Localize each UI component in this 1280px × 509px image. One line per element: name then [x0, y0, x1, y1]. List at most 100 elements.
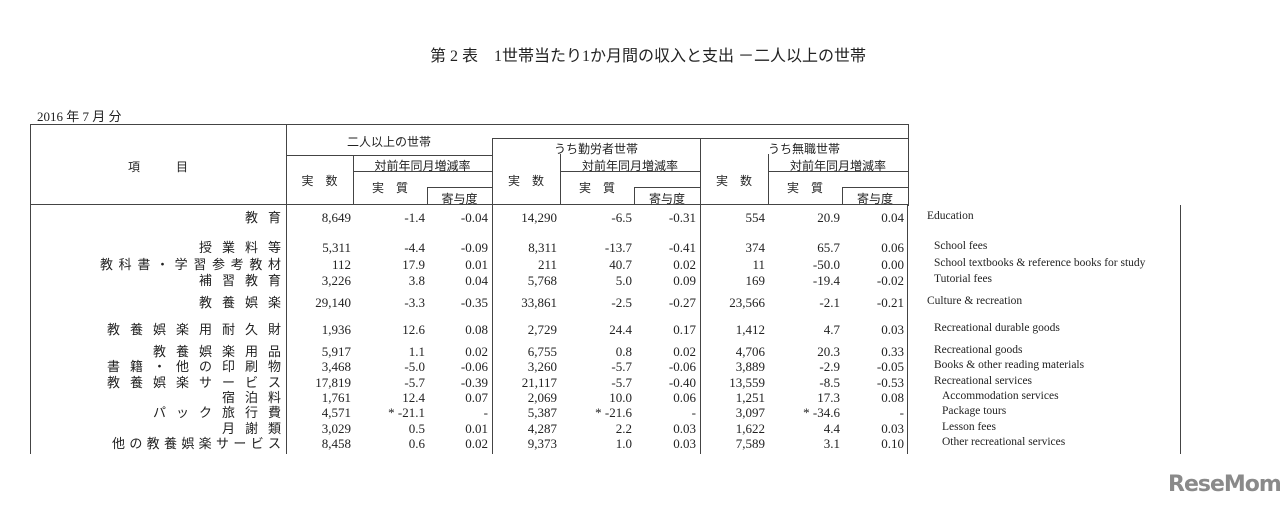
row-label-box: 教育: [88, 210, 281, 225]
cell-value: -50.0: [812, 257, 840, 272]
resemom-logo: ReseMom: [1168, 472, 1280, 497]
cell-value: 0.02: [673, 344, 696, 359]
row-label-box: 教養娯楽用耐久財: [100, 322, 281, 337]
cell-value: 0.02: [465, 344, 488, 359]
cell-value: 1,251: [735, 390, 765, 405]
table-rule: [286, 155, 492, 156]
yoy-header: 対前年同月増減率: [374, 159, 471, 173]
cell-value: -8.5: [819, 375, 840, 390]
row-label-english: Other recreational services: [942, 436, 1066, 448]
cell-value: 0.04: [881, 210, 904, 225]
cell-value: 4,571: [321, 405, 351, 420]
contribution-header: 寄与度: [648, 192, 685, 206]
cell-value: 8,458: [321, 436, 351, 451]
cell-value: -0.40: [668, 375, 696, 390]
row-label: 教養娯楽サービス: [106, 375, 291, 390]
row-label-english: Accommodation services: [942, 390, 1059, 402]
cell-value: 23,566: [729, 295, 765, 310]
cell-value: 1,622: [735, 421, 765, 436]
cell-value: 1,412: [735, 322, 765, 337]
cell-value: 0.02: [465, 436, 488, 451]
row-label-english: Recreational goods: [934, 344, 1023, 356]
actual-header: 実 数: [301, 174, 338, 188]
cell-value: -5.7: [404, 375, 425, 390]
real-header: 実 質: [578, 181, 615, 195]
item-header: 項 目: [127, 160, 188, 174]
cell-value: 10.0: [609, 390, 632, 405]
cell-value: -0.02: [876, 273, 904, 288]
cell-value: 13,559: [729, 375, 765, 390]
cell-value: 0.03: [881, 421, 904, 436]
cell-value: 33,861: [521, 295, 557, 310]
table-rule: [1180, 205, 1181, 454]
cell-value: 0.02: [673, 257, 696, 272]
row-label-english: Tutorial fees: [934, 273, 993, 285]
table-rule: [353, 171, 492, 172]
cell-value: 0.6: [408, 436, 425, 451]
cell-value: 12.6: [402, 322, 425, 337]
cell-value: 11: [752, 257, 765, 272]
row-label-box: 教養娯楽: [88, 295, 281, 310]
row-label: 教養娯楽用耐久財: [106, 322, 291, 337]
cell-value: 0.04: [465, 273, 488, 288]
cell-value: 7,589: [735, 436, 765, 451]
cell-value: 1.0: [615, 436, 632, 451]
table-rule: [427, 187, 428, 205]
cell-value: 0.8: [615, 344, 632, 359]
row-label: 授業料等: [198, 240, 291, 255]
cell-value: 24.4: [609, 322, 632, 337]
row-label-english: Books & other reading materials: [934, 359, 1085, 371]
cell-value: -5.7: [611, 359, 632, 374]
cell-value: 1,761: [321, 390, 351, 405]
row-label-english: School fees: [934, 240, 988, 252]
cell-value: 17.3: [817, 390, 840, 405]
cell-value: 8,311: [528, 240, 557, 255]
cell-value: -: [691, 405, 696, 420]
cell-value: 4.4: [823, 421, 840, 436]
cell-value: 374: [745, 240, 766, 255]
cell-value: -0.31: [668, 210, 696, 225]
cell-value: -0.21: [876, 295, 904, 310]
row-label-english: Recreational durable goods: [934, 322, 1060, 334]
table-rule: [768, 171, 908, 172]
cell-value: 0.08: [881, 390, 904, 405]
cell-value: 4,287: [527, 421, 557, 436]
table-rule: [700, 138, 701, 454]
row-label-box: 教養娯楽サービス: [100, 375, 281, 390]
cell-value: -2.1: [819, 295, 840, 310]
cell-value: -0.04: [460, 210, 488, 225]
cell-value: 112: [331, 257, 351, 272]
table-rule: [30, 204, 908, 205]
table-rule: [768, 154, 769, 204]
row-label: 書籍・他の印刷物: [106, 359, 291, 374]
cell-value: -0.06: [668, 359, 696, 374]
cell-value: -6.5: [611, 210, 632, 225]
yoy-header: 対前年同月増減率: [581, 159, 678, 173]
cell-value: -0.41: [668, 240, 696, 255]
row-label-box: 宿泊料: [112, 390, 281, 405]
cell-value: -0.06: [460, 359, 488, 374]
cell-value: 3,468: [321, 359, 351, 374]
cell-value: 0.09: [673, 273, 696, 288]
real-header: 実 質: [786, 181, 823, 195]
contribution-header: 寄与度: [441, 192, 478, 206]
group-header-no-occupation: うち無職世帯: [767, 142, 840, 156]
table-rule: [842, 187, 908, 188]
cell-value: 1,936: [321, 322, 351, 337]
cell-value: 169: [745, 273, 766, 288]
table-title: 第 2 表 1世帯当たり1か月間の収入と支出 －二人以上の世帯: [430, 48, 867, 65]
cell-value: -1.4: [404, 210, 425, 225]
cell-value: 0.01: [465, 421, 488, 436]
cell-value: 14,290: [521, 210, 557, 225]
cell-value: 4.7: [823, 322, 840, 337]
cell-value: 40.7: [609, 257, 632, 272]
table-rule: [353, 155, 354, 205]
cell-value: 0.03: [881, 322, 904, 337]
cell-value: 20.9: [817, 210, 840, 225]
row-label-box: 月謝類: [112, 421, 281, 436]
row-label: 教科書・学習参考教材: [100, 257, 287, 272]
row-label-box: パック旅行費: [112, 405, 281, 420]
row-label: 月謝類: [221, 421, 291, 436]
group-header-all: 二人以上の世帯: [346, 135, 431, 149]
group-header-workers: うち勤労者世帯: [553, 142, 638, 156]
